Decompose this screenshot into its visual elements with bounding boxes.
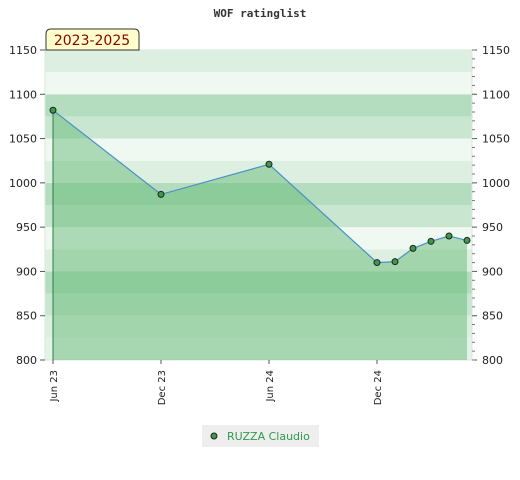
x-tick-label: Jun 23 [49, 370, 60, 403]
plot-border [44, 49, 473, 361]
x-tick-label: Dec 24 [373, 370, 384, 405]
band [45, 315, 472, 338]
y-tick-left: 800 [16, 354, 37, 367]
band [45, 160, 472, 183]
data-point-8[interactable] [463, 236, 471, 244]
y-tick-left: 900 [16, 265, 37, 278]
background-bands [44, 49, 473, 361]
band [45, 337, 472, 360]
y-tick-left: 1150 [9, 44, 37, 57]
band [45, 182, 472, 205]
band [45, 116, 472, 139]
legend-marker [210, 432, 218, 440]
area-fill [52, 110, 467, 360]
y-axis-left: 800 850 900 950 1000 1050 1100 1150 [9, 44, 45, 367]
y-tick-left: 1100 [9, 88, 37, 101]
band [45, 293, 472, 316]
data-points [49, 106, 471, 267]
data-point-6[interactable] [427, 237, 435, 245]
series-area [53, 110, 467, 360]
legend[interactable]: RUZZA Claudio [202, 425, 319, 447]
band [45, 227, 472, 250]
band [45, 205, 472, 228]
band [45, 50, 472, 73]
y-tick-right: 900 [482, 265, 503, 278]
legend-label: RUZZA Claudio [227, 430, 310, 443]
y-tick-right: 1000 [482, 177, 510, 190]
y-tick-left: 1050 [9, 133, 37, 146]
data-point-2[interactable] [265, 160, 273, 168]
period-badge: 2023-2025 [45, 28, 140, 51]
band [45, 271, 472, 294]
band [45, 94, 472, 117]
y-axis-right: 800 850 900 950 1000 1050 1100 1150 [472, 44, 510, 367]
legend-box [202, 425, 319, 447]
y-tick-right: 1100 [482, 88, 510, 101]
band [45, 249, 472, 272]
y-tick-right: 950 [482, 221, 503, 234]
y-tick-right: 800 [482, 354, 503, 367]
y-tick-right: 1050 [482, 133, 510, 146]
band [45, 72, 472, 95]
data-point-5[interactable] [409, 244, 417, 252]
x-tick-label: Jun 24 [265, 370, 276, 403]
data-point-1[interactable] [157, 190, 165, 198]
y-tick-left: 1000 [9, 177, 37, 190]
y-tick-left: 950 [16, 221, 37, 234]
y-tick-right: 1150 [482, 44, 510, 57]
y-tick-left: 850 [16, 310, 37, 323]
chart-title: WOF ratinglist [214, 7, 307, 20]
period-badge-label: 2023-2025 [54, 33, 130, 49]
data-point-7[interactable] [445, 232, 453, 240]
y-tick-right: 850 [482, 310, 503, 323]
band [45, 138, 472, 161]
x-axis: Jun 23 Dec 23 Jun 24 Dec 24 [49, 360, 384, 405]
data-point-4[interactable] [391, 258, 399, 266]
data-point-0[interactable] [49, 106, 57, 114]
data-point-3[interactable] [373, 259, 381, 267]
x-tick-label: Dec 23 [157, 370, 168, 405]
